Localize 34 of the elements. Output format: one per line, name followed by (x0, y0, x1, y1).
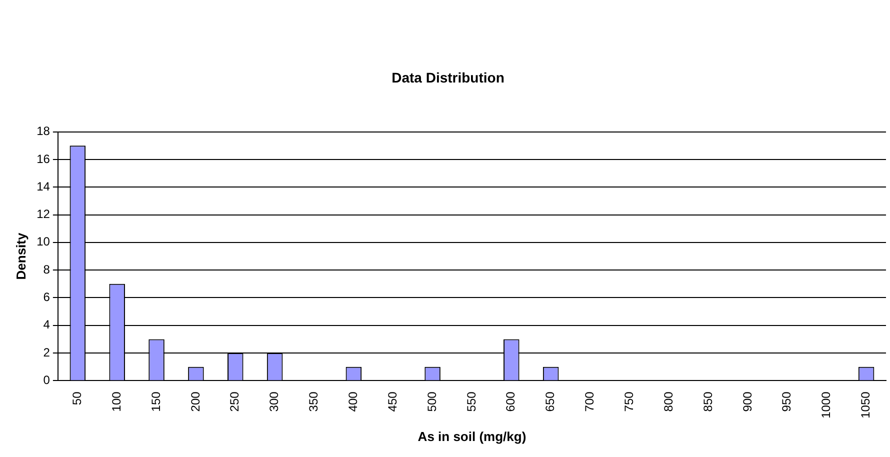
x-tick-label: 550 (464, 391, 478, 412)
x-tick-label: 100 (109, 391, 124, 412)
x-tick-label: 1050 (858, 391, 873, 418)
y-tick-label: 2 (43, 345, 50, 360)
y-tick-label: 18 (36, 124, 50, 138)
y-tick-label: 0 (43, 373, 50, 388)
x-tick-label: 700 (582, 391, 597, 412)
y-tick-label: 12 (36, 207, 50, 222)
x-tick-label: 50 (70, 391, 84, 406)
x-tick-label: 150 (148, 391, 163, 412)
y-tick-label: 14 (36, 179, 50, 194)
x-tick-label: 350 (306, 391, 321, 412)
x-tick-label: 950 (780, 391, 794, 412)
x-tick-label: 300 (267, 391, 282, 412)
x-tick-label: 1000 (819, 391, 834, 418)
x-tick-label: 400 (346, 391, 360, 412)
y-axis-title: Density (13, 232, 28, 280)
x-tick-label: 500 (424, 391, 439, 412)
chart-title: Data Distribution (392, 69, 504, 86)
x-tick-label: 650 (543, 391, 558, 412)
y-tick-label: 16 (36, 152, 50, 166)
x-axis-title: As in soil (mg/kg) (418, 428, 526, 444)
x-tick-label: 600 (504, 391, 518, 412)
y-tick-label: 8 (43, 262, 50, 276)
x-tick-label: 250 (228, 391, 242, 412)
y-tick-label: 6 (43, 290, 50, 304)
y-tick-label: 10 (36, 234, 50, 249)
x-tick-label: 900 (740, 391, 754, 412)
x-tick-label: 450 (385, 391, 400, 412)
x-tick-label: 200 (188, 391, 202, 412)
x-tick-label: 850 (700, 391, 715, 412)
y-tick-label: 4 (43, 318, 50, 332)
x-tick-label: 800 (661, 391, 676, 412)
x-tick-label: 750 (622, 391, 636, 412)
